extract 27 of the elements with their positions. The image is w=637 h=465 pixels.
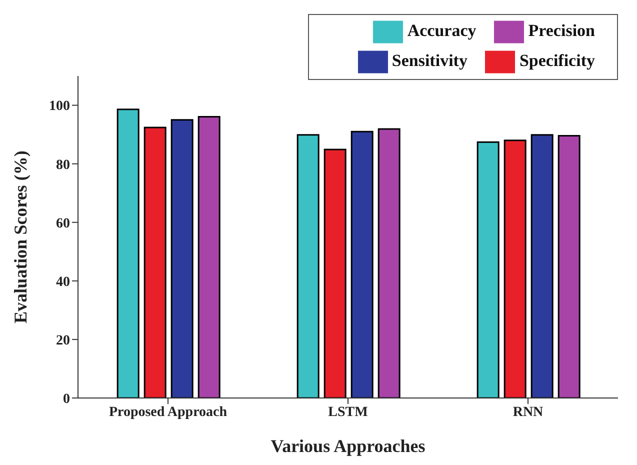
y-tick-label: 60 bbox=[56, 216, 70, 232]
legend-label: Sensitivity bbox=[392, 50, 468, 70]
y-tick-label: 100 bbox=[49, 99, 70, 114]
x-axis-title: Various Approaches bbox=[270, 436, 426, 456]
y-tick-label: 0 bbox=[63, 392, 70, 407]
legend-label: Specificity bbox=[519, 50, 595, 70]
bar bbox=[324, 148, 346, 398]
bar bbox=[116, 108, 140, 398]
legend-label: Precision bbox=[528, 20, 595, 40]
bar bbox=[530, 134, 554, 398]
x-tick-label: LSTM bbox=[328, 404, 368, 420]
bar bbox=[144, 126, 166, 398]
legend-label: Accuracy bbox=[407, 20, 476, 40]
y-tick-label: 80 bbox=[56, 158, 70, 173]
bar bbox=[378, 128, 400, 398]
x-tick-label: Proposed Approach bbox=[108, 404, 228, 420]
bar bbox=[350, 130, 374, 398]
bar bbox=[504, 140, 526, 398]
y-tick-label: 40 bbox=[56, 274, 70, 290]
y-axis-title: Evaluation Scores (%) bbox=[10, 150, 30, 324]
bar bbox=[170, 119, 194, 398]
bar bbox=[558, 134, 580, 398]
y-tick-label: 20 bbox=[56, 333, 70, 348]
x-tick-label: RNN bbox=[512, 404, 544, 420]
bar bbox=[198, 116, 220, 398]
bar bbox=[296, 134, 320, 398]
bar bbox=[476, 141, 500, 398]
